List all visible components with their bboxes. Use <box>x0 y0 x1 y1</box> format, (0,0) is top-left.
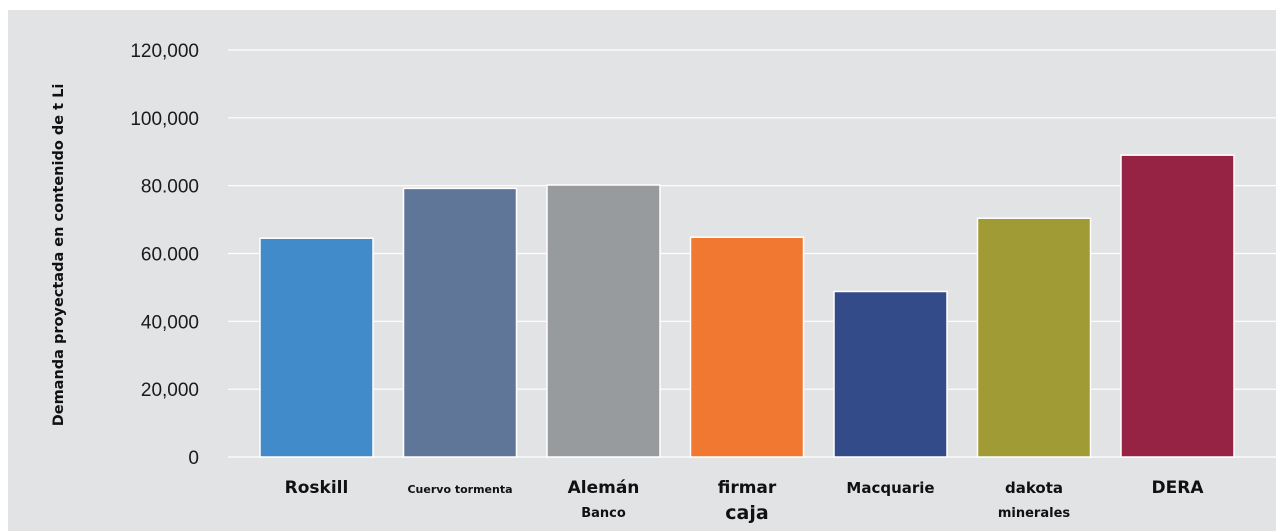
y-tick-label: 80.000 <box>141 177 199 198</box>
bar-macquarie <box>833 290 948 458</box>
y-tick-label: 40,000 <box>141 312 199 333</box>
bar-roskill <box>259 237 374 458</box>
x-axis-labels: Roskill Cuervo tormenta Alemán Banco firmar c… <box>285 478 1205 524</box>
x-tick-label: dakota minerales <box>998 479 1071 521</box>
y-tick-label: 60.000 <box>141 245 199 266</box>
chart-panel: 0 20,000 40,000 60.000 80.000 100,000 120,000 … <box>8 10 1276 531</box>
y-axis-ticks: 0 20,000 40,000 60.000 80.000 100,000 120,000 <box>130 41 199 469</box>
x-tick-label: Roskill <box>285 478 349 498</box>
x-tick-label: firmar caja <box>718 478 777 524</box>
bar-dakota-minerales <box>976 217 1092 458</box>
bar-firmar-caja <box>689 236 805 458</box>
y-tick-label: 0 <box>188 448 199 469</box>
y-tick-label: 120,000 <box>130 41 199 62</box>
y-tick-label: 20,000 <box>141 380 199 401</box>
x-tick-label: Macquarie <box>846 479 934 497</box>
x-tick-label: DERA <box>1152 478 1205 498</box>
y-tick-label: 100,000 <box>130 109 199 130</box>
x-tick-label: Alemán Banco <box>568 478 640 521</box>
x-tick-label: Cuervo tormenta <box>407 483 512 496</box>
bar-chart: 020,00040,00060.00080.000100,000120,000 … <box>51 41 1276 524</box>
bar-alem-n-banco <box>546 184 661 458</box>
bar-cuervo-tormenta <box>402 187 518 458</box>
bars <box>259 154 1235 458</box>
bar-dera <box>1120 154 1235 458</box>
y-axis-label: Demanda proyectada en contenido de t Li <box>51 84 67 427</box>
